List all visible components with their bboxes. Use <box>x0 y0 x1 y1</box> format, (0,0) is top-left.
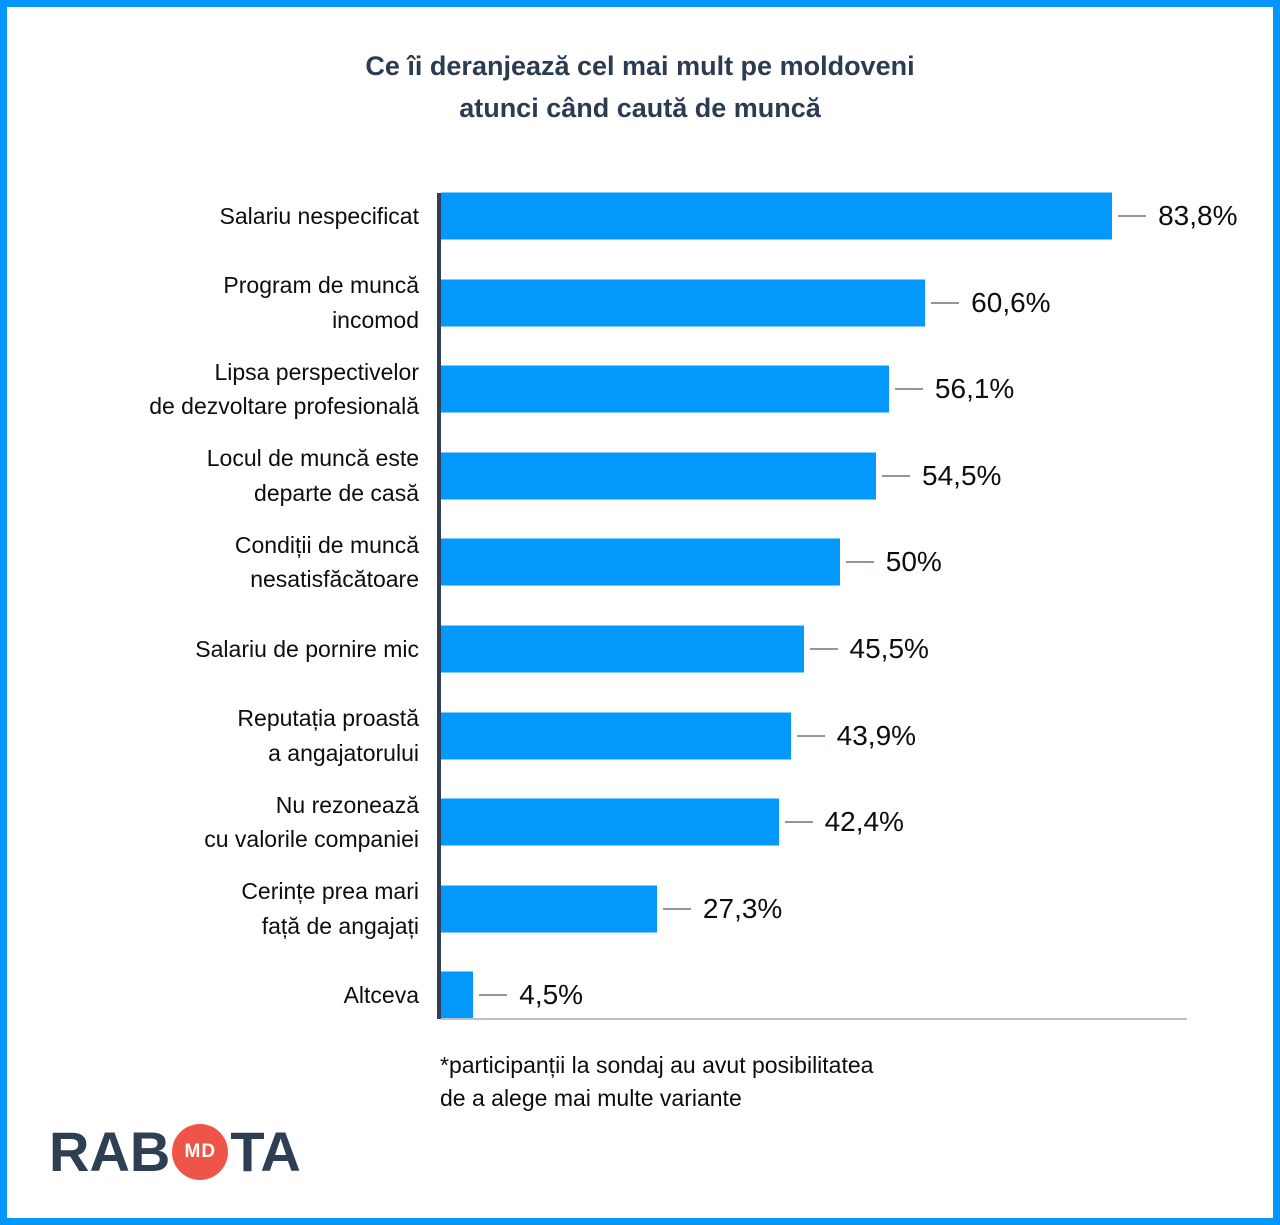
chart-title-line1: Ce îi deranjează cel mai mult pe moldove… <box>365 51 915 81</box>
footnote: *participanții la sondaj au avut posibil… <box>7 1049 1273 1116</box>
bar-track: 60,6% <box>437 259 1187 346</box>
logo-text-left: RAB <box>49 1120 171 1183</box>
bar-row: Locul de muncă este departe de casă 54,5% <box>7 432 1187 519</box>
bar <box>441 192 1113 240</box>
value-connector-line <box>931 301 960 304</box>
bar-track: 42,4% <box>437 779 1187 866</box>
bar-track: 83,8% <box>437 173 1237 260</box>
bar-value: 50% <box>885 546 942 578</box>
bar-track: 54,5% <box>437 432 1187 519</box>
bar-row: Reputația proastă a angajatorului 43,9% <box>7 692 1187 779</box>
bar-label: Salariu de pornire mic <box>195 635 419 662</box>
bar-label: Lipsa perspectivelor de dezvoltare profes… <box>149 358 419 420</box>
bar-row: Altceva 4,5% <box>7 952 1187 1039</box>
bar-track: 50% <box>437 519 1187 606</box>
bar-value: 45,5% <box>849 632 929 664</box>
value-connector-line <box>882 474 911 477</box>
value-connector-line <box>809 647 838 650</box>
value-connector-line <box>796 734 825 737</box>
logo-md-badge-icon: MD <box>172 1123 229 1180</box>
bar-row: Salariu de pornire mic 45,5% <box>7 606 1187 693</box>
chart-title-line2: atunci când caută de muncă <box>459 92 821 123</box>
bar-track: 27,3% <box>437 865 1187 952</box>
bar <box>441 885 657 933</box>
value-connector-line <box>1118 214 1147 217</box>
bar-track: 56,1% <box>437 346 1187 433</box>
bar-row: Salariu nespecificat 83,8% <box>7 173 1237 260</box>
bar-track: 43,9% <box>437 692 1187 779</box>
bar-label: Salariu nespecificat <box>219 202 419 229</box>
bar-chart: Salariu nespecificat 83,8% Program de munc… <box>7 173 1273 1039</box>
value-connector-line <box>894 388 923 391</box>
value-connector-line <box>845 561 874 564</box>
bar <box>441 538 840 586</box>
bar-label: Program de muncă incomod <box>223 272 419 333</box>
bar-label: Condiții de muncă nesatisfăcătoare <box>234 531 419 593</box>
bar-label: Nu rezonează cu valorile companiei <box>204 791 419 853</box>
logo-text-right: TA <box>230 1120 301 1183</box>
bar <box>441 798 779 846</box>
bar-row: Nu rezonează cu valorile companiei 42,4% <box>7 779 1187 866</box>
bar-value: 43,9% <box>836 719 917 751</box>
bar <box>441 712 791 760</box>
bar-value: 4,5% <box>519 979 584 1011</box>
bar-value: 27,3% <box>702 892 783 924</box>
bar-row: Condiții de muncă nesatisfăcătoare 50% <box>7 519 1187 606</box>
footnote-line2: de a alege mai multe variante <box>440 1085 742 1112</box>
bar-value: 56,1% <box>934 373 1015 405</box>
bar <box>441 452 877 500</box>
bar <box>441 279 926 327</box>
bar-chart-rows: Salariu nespecificat 83,8% Program de munc… <box>7 173 1237 1039</box>
bar-value: 83,8% <box>1158 199 1238 231</box>
chart-title: Ce îi deranjează cel mai mult pe moldove… <box>7 46 1273 130</box>
bar-label: Altceva <box>343 982 419 1009</box>
footnote-line1: *participanții la sondaj au avut posibil… <box>440 1051 874 1078</box>
bar-row: Lipsa perspectivelor de dezvoltare profes… <box>7 346 1187 433</box>
bar-label: Locul de muncă este departe de casă <box>206 445 419 506</box>
bar <box>441 365 889 413</box>
bar-label: Reputația proastă a angajatorului <box>237 705 419 766</box>
bar-value: 54,5% <box>922 459 1002 491</box>
bar-value: 42,4% <box>824 806 904 838</box>
bar-track: 4,5% <box>437 952 1187 1039</box>
bar-label: Cerințe prea mari față de angajați <box>241 878 419 939</box>
bar-row: Cerințe prea mari față de angajați 27,3% <box>7 865 1187 952</box>
bar-track: 45,5% <box>437 606 1187 693</box>
rabota-md-logo: RAB MD TA <box>49 1119 301 1184</box>
value-connector-line <box>662 907 691 910</box>
bar <box>441 971 474 1019</box>
value-connector-line <box>479 994 508 997</box>
value-connector-line <box>784 821 813 824</box>
bar <box>441 625 804 673</box>
bar-row: Program de muncă incomod 60,6% <box>7 259 1187 346</box>
bar-value: 60,6% <box>971 286 1051 318</box>
